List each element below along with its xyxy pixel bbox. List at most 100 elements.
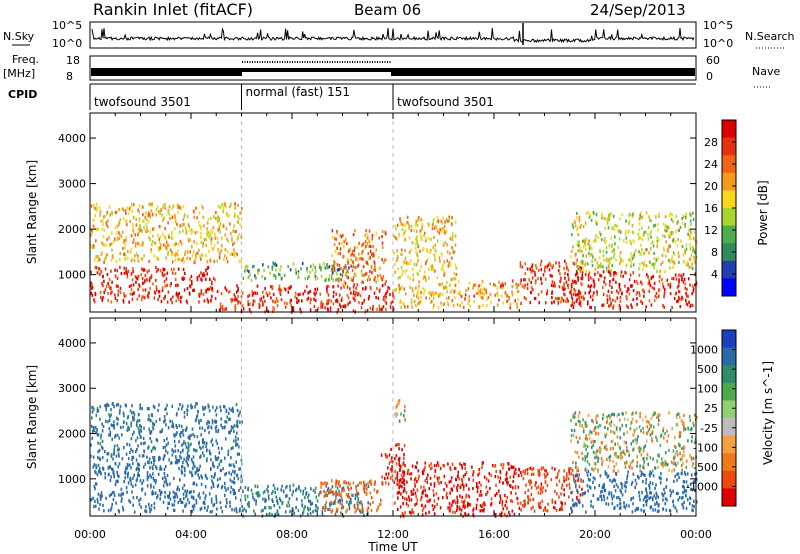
heatmap-cell [237,477,240,481]
heatmap-cell [414,491,417,495]
heatmap-cell [525,483,527,487]
heatmap-cell [196,466,198,470]
heatmap-cell [297,276,299,280]
heatmap-cell [151,227,154,231]
heatmap-cell [178,230,181,234]
heatmap-cell [165,423,167,427]
heatmap-cell [161,213,164,217]
heatmap-cell [218,463,221,467]
heatmap-cell [650,424,653,428]
freq-band-1 [91,68,242,76]
heatmap-cell [502,301,504,305]
heatmap-cell [403,303,405,307]
heatmap-cell [440,480,442,485]
heatmap-cell [257,268,259,273]
heatmap-cell [220,248,223,253]
heatmap-cell [611,245,613,249]
heatmap-cell [657,504,660,508]
heatmap-cell [535,279,537,283]
heatmap-cell [541,499,544,503]
heatmap-cell [291,508,294,513]
heatmap-cell [177,500,180,505]
heatmap-cell [580,277,583,281]
heatmap-cell [330,500,332,504]
heatmap-cell [641,301,644,305]
heatmap-cell [582,225,585,229]
heatmap-cell [331,254,333,258]
heatmap-cell [548,261,551,265]
heatmap-cell [342,505,345,509]
heatmap-cell [234,230,236,234]
heatmap-cell [108,433,110,437]
heatmap-cell [120,487,123,491]
heatmap-cell [189,437,191,441]
heatmap-cell [634,485,636,489]
heatmap-cell [166,403,168,407]
heatmap-cell [565,262,568,266]
heatmap-cell [171,237,174,241]
heatmap-cell [416,252,418,256]
heatmap-cell [676,300,678,304]
heatmap-cell [621,292,623,296]
heatmap-cell [225,227,228,231]
heatmap-cell [171,271,174,275]
heatmap-cell [524,499,526,503]
heatmap-cell [297,508,300,513]
heatmap-cell [601,485,604,490]
heatmap-cell [635,292,638,296]
heatmap-cell [175,432,177,436]
heatmap-cell [601,303,603,307]
heatmap-cell [162,500,165,504]
heatmap-cell [163,467,166,471]
heatmap-cell [190,274,193,279]
heatmap-cell [544,475,546,479]
heatmap-cell [614,479,617,483]
heatmap-cell [169,248,172,252]
heatmap-cell [479,291,482,295]
heatmap-cell [232,492,235,496]
heatmap-cell [257,271,259,275]
heatmap-cell [270,296,272,300]
heatmap-cell [472,486,474,491]
heatmap-cell [596,290,598,294]
heatmap-cell [90,244,92,248]
heatmap-cell [206,457,208,461]
heatmap-cell [382,297,385,301]
heatmap-cell [329,490,331,494]
heatmap-cell [176,425,178,430]
heatmap-cell [331,268,333,272]
heatmap-cell [560,500,562,505]
heatmap-cell [365,237,368,241]
heatmap-cell [495,513,497,517]
heatmap-cell [613,227,616,232]
heatmap-cell [332,302,335,306]
heatmap-cell [494,283,497,287]
heatmap-cell [606,298,609,302]
heatmap-cell [574,253,576,257]
heatmap-cell [286,504,288,508]
heatmap-cell [411,305,414,309]
heatmap-cell [149,510,151,514]
heatmap-cell [421,509,424,513]
heatmap-cell [346,508,348,512]
heatmap-cell [601,498,603,502]
heatmap-cell [564,271,566,275]
heatmap-cell [612,304,615,308]
heatmap-cell [356,258,359,263]
y-tick-label: 4000 [58,132,86,145]
heatmap-cell [234,212,236,216]
heatmap-cell [177,257,180,262]
heatmap-cell [237,215,239,219]
heatmap-cell [208,409,211,413]
heatmap-cell [365,483,367,487]
heatmap-cell [671,276,673,281]
heatmap-cell [210,298,212,302]
heatmap-cell [524,271,527,276]
heatmap-cell [657,415,659,419]
heatmap-cell [334,484,337,488]
heatmap-cell [164,495,166,499]
cpid-segment: twofsound 3501 [89,84,191,110]
heatmap-cell [498,280,500,284]
heatmap-cell [692,509,694,513]
heatmap-cell [452,500,454,504]
